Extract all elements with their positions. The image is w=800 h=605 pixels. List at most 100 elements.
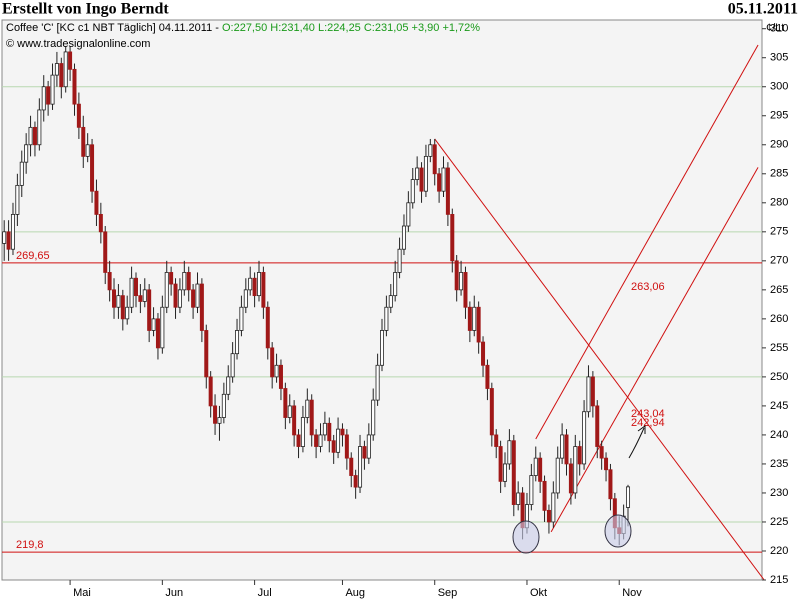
x-tick-label: Nov (622, 587, 642, 599)
candle-body (331, 440, 336, 453)
line-label: 242,94 (631, 417, 665, 429)
candle-body (208, 376, 213, 407)
candle-body (63, 51, 68, 88)
trend-line (550, 167, 759, 533)
candle-body (278, 364, 283, 389)
candle-body (472, 306, 477, 331)
candle-body (318, 434, 323, 447)
candle-body (296, 434, 301, 447)
y-tick-label: 220 (770, 545, 788, 557)
candle-body (533, 457, 538, 476)
candle-body (252, 277, 257, 297)
candle-body (322, 422, 327, 436)
candle-body (604, 457, 609, 471)
y-tick-label: 275 (770, 226, 788, 238)
candle-body (107, 272, 112, 291)
candle-body (261, 272, 266, 308)
candle-body (160, 306, 165, 349)
candle-body (397, 248, 402, 273)
candle-body (375, 364, 380, 401)
candle-body (590, 376, 595, 407)
candle-body (54, 63, 59, 76)
candle-body (428, 144, 433, 157)
candle-body (358, 446, 363, 488)
candle-body (476, 306, 481, 343)
y-tick-label: 235 (770, 458, 788, 470)
y-tick-label: 215 (770, 574, 788, 586)
candle-body (129, 277, 134, 308)
candle-body (68, 51, 73, 70)
legend-values: O:227,50 H:231,40 L:224,25 C:231,05 +3,9… (222, 22, 480, 34)
candle-body (599, 446, 604, 459)
source: © www.tradesignalonline.com (6, 38, 150, 50)
candle-body (226, 376, 231, 395)
candle-body (538, 457, 543, 482)
y-tick-label: 285 (770, 168, 788, 180)
candle-body (217, 417, 222, 424)
candle-body (564, 434, 569, 465)
y-tick-label: 265 (770, 284, 788, 296)
arrow (628, 425, 646, 459)
candle-body (199, 283, 204, 331)
candle-body (32, 126, 37, 146)
candle-body (182, 272, 187, 291)
candle-body (204, 330, 209, 378)
candle-body (37, 109, 42, 146)
candle-body (41, 86, 46, 111)
y-tick-label: 305 (770, 52, 788, 64)
candle-body (353, 475, 358, 488)
candle-body (340, 428, 345, 436)
candle-body (6, 231, 11, 250)
candle-body (608, 469, 613, 500)
candle-body (256, 272, 261, 297)
candle-body (467, 306, 472, 331)
candle-body (10, 214, 15, 250)
candle-body (415, 167, 420, 180)
candle-body (81, 126, 86, 157)
candle-body (72, 68, 77, 105)
candle-body (28, 126, 33, 146)
line-label: 263,06 (631, 281, 665, 293)
candle-body (560, 434, 565, 459)
candle-body (577, 446, 582, 465)
plot-area (1, 19, 763, 581)
candle-body (76, 103, 81, 128)
candle-body (507, 440, 512, 465)
candle-body (112, 289, 117, 308)
candle-body (239, 306, 244, 331)
level-label: 269,65 (16, 250, 50, 262)
candle-body (169, 272, 174, 285)
marker-circle (512, 520, 540, 554)
y-tick-label: 240 (770, 429, 788, 441)
candle-body (393, 272, 398, 297)
candle-body (384, 306, 389, 331)
line-label: 243,04 (631, 408, 665, 420)
candle-body (309, 399, 314, 436)
y-tick-label: 250 (770, 371, 788, 383)
candle-body (173, 283, 178, 308)
candle-body (177, 289, 182, 308)
legend-prefix: Coffee 'C' [KC c1 NBT Täglich] 04.11.201… (6, 22, 222, 34)
candle-body (283, 388, 288, 418)
candle-body (546, 509, 551, 523)
candle-body (98, 214, 103, 233)
y-tick-label: 310 (770, 23, 788, 35)
candle-body (573, 446, 578, 494)
candle-body (410, 179, 415, 204)
y-tick-label: 270 (770, 255, 788, 267)
candle-body (50, 74, 55, 105)
candle-body (498, 446, 503, 482)
candle-body (90, 144, 95, 192)
candle-body (274, 364, 279, 378)
candle-body (270, 347, 275, 378)
candle-body (151, 318, 156, 331)
candle-body (459, 272, 464, 291)
candle-body (327, 422, 332, 442)
candle-body (454, 260, 459, 291)
candle-body (362, 446, 367, 459)
candle-body (94, 190, 99, 215)
candle-body (248, 277, 253, 291)
marker-circle (604, 514, 632, 548)
y-tick-label: 260 (770, 313, 788, 325)
